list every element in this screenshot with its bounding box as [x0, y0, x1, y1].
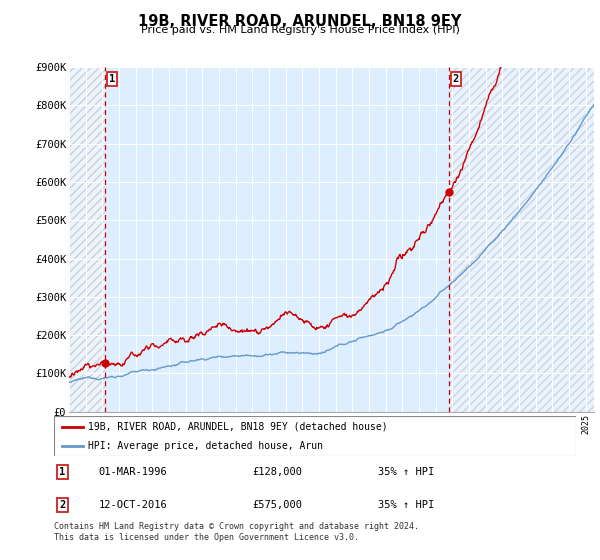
Text: 19B, RIVER ROAD, ARUNDEL, BN18 9EY (detached house): 19B, RIVER ROAD, ARUNDEL, BN18 9EY (deta… — [88, 422, 388, 432]
Text: 2: 2 — [453, 74, 459, 84]
Bar — [449, 67, 594, 412]
Text: 01-MAR-1996: 01-MAR-1996 — [98, 467, 167, 477]
Bar — [69, 67, 105, 412]
Text: 12-OCT-2016: 12-OCT-2016 — [98, 500, 167, 510]
Text: 1: 1 — [59, 467, 65, 477]
Text: 1: 1 — [109, 74, 116, 84]
Text: £575,000: £575,000 — [253, 500, 302, 510]
Text: 35% ↑ HPI: 35% ↑ HPI — [377, 467, 434, 477]
Text: 19B, RIVER ROAD, ARUNDEL, BN18 9EY: 19B, RIVER ROAD, ARUNDEL, BN18 9EY — [139, 14, 461, 29]
Text: 2: 2 — [59, 500, 65, 510]
Text: HPI: Average price, detached house, Arun: HPI: Average price, detached house, Arun — [88, 441, 323, 451]
Text: 35% ↑ HPI: 35% ↑ HPI — [377, 500, 434, 510]
Text: This data is licensed under the Open Government Licence v3.0.: This data is licensed under the Open Gov… — [54, 533, 359, 542]
Bar — [449, 67, 594, 412]
Bar — [69, 67, 105, 412]
Text: Price paid vs. HM Land Registry's House Price Index (HPI): Price paid vs. HM Land Registry's House … — [140, 25, 460, 35]
Text: £128,000: £128,000 — [253, 467, 302, 477]
Text: Contains HM Land Registry data © Crown copyright and database right 2024.: Contains HM Land Registry data © Crown c… — [54, 522, 419, 531]
